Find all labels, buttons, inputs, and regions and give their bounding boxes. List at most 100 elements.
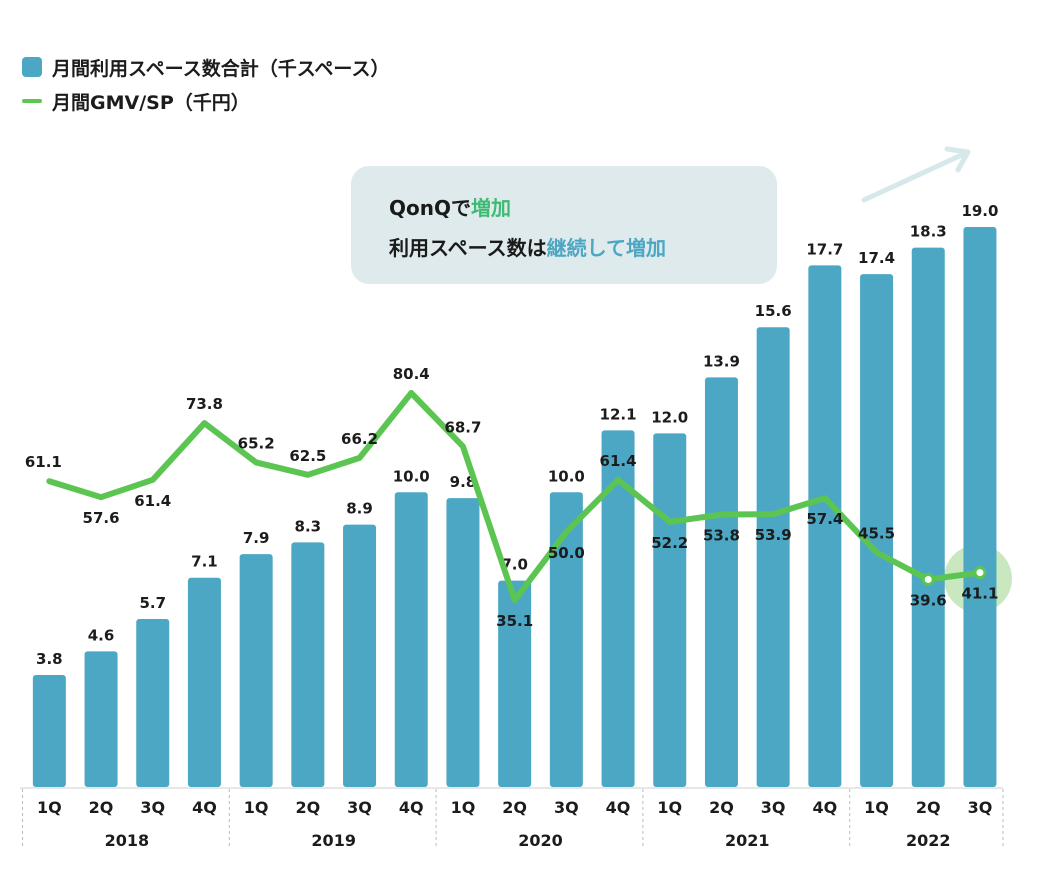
line-value-label: 80.4 (393, 365, 430, 383)
callout-line-1: QonQで増加 (389, 192, 511, 221)
bar (498, 580, 532, 787)
bar (291, 542, 325, 787)
x-tick-label: 1Q (37, 798, 62, 817)
bar-value-label: 12.1 (600, 405, 637, 423)
legend-bar-label: 月間利用スペース数合計（千スペース） (52, 57, 390, 80)
x-tick-label: 2Q (89, 798, 114, 817)
bar (446, 498, 480, 787)
callout-line-1-text: QonQで (389, 196, 471, 220)
x-tick-label: 2Q (502, 798, 527, 817)
x-tick-label: 3Q (347, 798, 372, 817)
bar-value-label: 5.7 (139, 594, 166, 612)
bar (84, 651, 118, 787)
line-value-label: 61.4 (600, 452, 637, 470)
x-tick-label: 4Q (192, 798, 217, 817)
x-tick-label: 2Q (709, 798, 734, 817)
bar-value-label: 8.3 (295, 517, 322, 535)
bar-value-label: 13.9 (703, 352, 740, 370)
bar (756, 327, 790, 787)
line-point-marker (973, 566, 987, 580)
bar-value-label: 4.6 (88, 626, 115, 644)
bar-value-label: 7.1 (191, 553, 218, 571)
bar-value-label: 15.6 (755, 302, 792, 320)
bar (343, 524, 377, 787)
callout-line-2-text: 利用スペース数は (389, 236, 547, 260)
bar-value-label: 17.4 (858, 249, 895, 267)
line-value-label: 57.4 (806, 510, 843, 528)
line-value-label: 53.8 (703, 527, 740, 545)
legend: 月間利用スペース数合計（千スペース） 月間GMV/SP（千円） (22, 50, 389, 118)
x-tick-label: 2Q (916, 798, 941, 817)
line-swatch-icon (22, 99, 42, 103)
line-value-label: 65.2 (238, 434, 275, 452)
bar-value-label: 7.0 (501, 556, 528, 574)
bar-value-label: 18.3 (910, 223, 947, 241)
bar (653, 433, 687, 787)
bar-value-label: 10.0 (548, 467, 585, 485)
year-label: 2019 (311, 831, 356, 850)
line-value-label: 53.9 (755, 526, 792, 544)
x-tick-label: 1Q (244, 798, 269, 817)
year-label: 2018 (105, 831, 150, 850)
line-point-marker (921, 572, 935, 586)
line-value-label: 52.2 (651, 534, 688, 552)
bar (136, 619, 170, 787)
line-value-label: 66.2 (341, 430, 378, 448)
bar (239, 554, 273, 787)
bar-value-label: 3.8 (36, 650, 63, 668)
x-tick-label: 3Q (140, 798, 165, 817)
line-value-label: 61.1 (25, 453, 62, 471)
x-tick-label: 1Q (657, 798, 682, 817)
line-value-label: 57.6 (83, 509, 120, 527)
callout-line-1-highlight: 増加 (470, 196, 511, 220)
bar (963, 227, 997, 787)
bar-value-label: 12.0 (651, 408, 688, 426)
year-label: 2021 (725, 831, 770, 850)
line-value-label: 35.1 (496, 612, 533, 630)
line-value-label: 41.1 (961, 585, 998, 603)
bar-value-label: 9.8 (450, 473, 477, 491)
x-tick-label: 3Q (554, 798, 579, 817)
bar-swatch-icon (22, 57, 42, 77)
x-tick-label: 2Q (295, 798, 320, 817)
bar (704, 377, 738, 787)
bar-value-label: 7.9 (243, 529, 270, 547)
line-value-label: 39.6 (910, 591, 947, 609)
bar (32, 675, 66, 787)
bar (808, 265, 842, 787)
bar (187, 577, 221, 787)
year-label: 2022 (906, 831, 951, 850)
bar (549, 492, 583, 787)
line-value-label: 68.7 (444, 418, 481, 436)
legend-item-line: 月間GMV/SP（千円） (22, 84, 389, 118)
x-tick-label: 4Q (606, 798, 631, 817)
bar (394, 492, 428, 787)
gmv-line (46, 390, 983, 604)
year-label: 2020 (518, 831, 563, 850)
x-tick-label: 1Q (451, 798, 476, 817)
bar (601, 430, 635, 787)
x-tick-label: 3Q (761, 798, 786, 817)
trend-arrow-icon (861, 146, 971, 203)
line-value-label: 73.8 (186, 395, 223, 413)
line-value-label: 62.5 (289, 447, 326, 465)
legend-line-label: 月間GMV/SP（千円） (52, 91, 250, 114)
legend-item-bar: 月間利用スペース数合計（千スペース） (22, 50, 389, 84)
line-value-label: 45.5 (858, 524, 895, 542)
x-tick-label: 4Q (812, 798, 837, 817)
callout-line-2-highlight: 継続して増加 (546, 236, 667, 260)
bar-value-label: 10.0 (393, 467, 430, 485)
bar (911, 247, 945, 787)
callout-line-2: 利用スペース数は継続して増加 (389, 232, 666, 261)
x-tick-label: 4Q (399, 798, 424, 817)
bar-value-label: 19.0 (961, 202, 998, 220)
bar-value-label: 17.7 (806, 240, 843, 258)
x-tick-label: 3Q (968, 798, 993, 817)
bar (860, 274, 894, 787)
bar-value-label: 8.9 (346, 500, 373, 518)
line-value-label: 61.4 (134, 492, 171, 510)
x-tick-label: 1Q (864, 798, 889, 817)
callout-box: QonQで増加 利用スペース数は継続して増加 (351, 166, 777, 284)
line-value-label: 50.0 (548, 544, 585, 562)
